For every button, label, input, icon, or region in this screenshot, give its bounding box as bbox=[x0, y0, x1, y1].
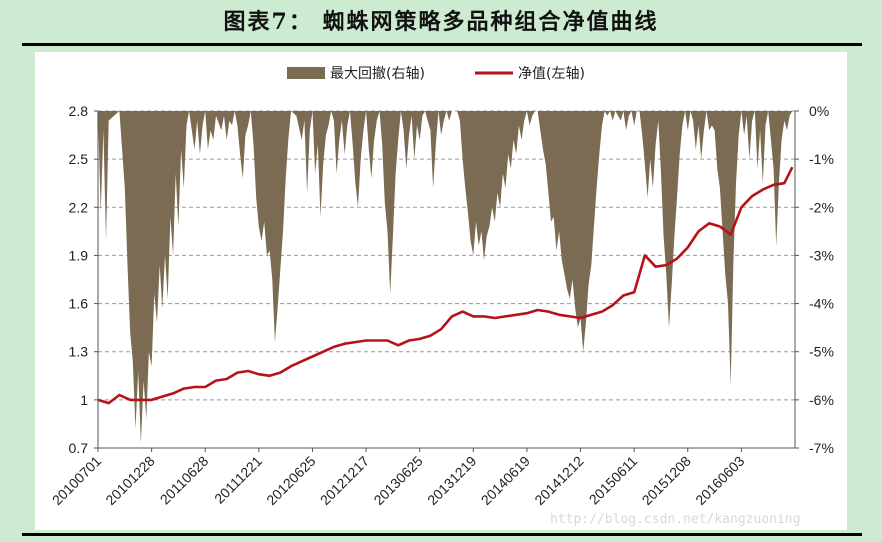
y-right-tick-label: -5% bbox=[809, 344, 834, 360]
y-right-tick-label: 0% bbox=[809, 103, 829, 119]
legend-label-nav: 净值(左轴) bbox=[518, 66, 585, 82]
y-right-tick-label: -6% bbox=[809, 392, 834, 408]
y-left-tick-label: 2.8 bbox=[69, 103, 89, 119]
y-right-tick-label: -1% bbox=[809, 151, 834, 167]
y-left-tick-label: 2.5 bbox=[69, 151, 89, 167]
chart-panel: 0.7 1 1.3 1.6 1.9 2.2 2.5 2.8 0% -1% -2% -3% -4% -5% -… bbox=[35, 52, 847, 530]
x-tick-label: 20101228 bbox=[102, 453, 158, 509]
x-tick-label: 20120625 bbox=[263, 453, 319, 509]
x-tick-label: 20131219 bbox=[424, 453, 480, 509]
y-left-tick-label: 0.7 bbox=[69, 440, 89, 456]
y-right-tick-label: -2% bbox=[809, 199, 834, 215]
legend-swatch-drawdown bbox=[287, 67, 325, 79]
x-tick-label: 20150611 bbox=[586, 453, 641, 508]
chart-svg: 0.7 1 1.3 1.6 1.9 2.2 2.5 2.8 0% -1% -2% -3% -4% -5% -… bbox=[49, 66, 834, 509]
watermark-text: http://blog.csdn.net/kangzuoning bbox=[550, 512, 801, 527]
title-divider bbox=[22, 43, 862, 46]
y-left-tick-label: 2.2 bbox=[69, 199, 89, 215]
x-tick-label: 20100701 bbox=[49, 453, 105, 509]
y-right-tick-label: -3% bbox=[809, 247, 834, 263]
x-tick-label: 20160603 bbox=[692, 453, 748, 509]
y-left-tick-label: 1.3 bbox=[69, 344, 89, 360]
y-right-tick-label: -7% bbox=[809, 440, 834, 456]
x-tick-label: 20111221 bbox=[211, 453, 265, 507]
y-right-tick-label: -4% bbox=[809, 296, 834, 312]
x-tick-label: 20141212 bbox=[531, 453, 587, 509]
legend-label-drawdown: 最大回撤(右轴) bbox=[330, 66, 425, 82]
y-left-tick-label: 1.6 bbox=[69, 296, 89, 312]
series-area-drawdown bbox=[98, 111, 793, 444]
y-left-tick-label: 1 bbox=[80, 392, 88, 408]
chart-title: 图表7： 蜘蛛网策略多品种组合净值曲线 bbox=[223, 9, 659, 35]
series-line-nav bbox=[97, 166, 794, 405]
x-tick-label: 20110628 bbox=[157, 453, 212, 508]
y-left-tick-label: 1.9 bbox=[69, 247, 89, 263]
x-tick-label: 20151208 bbox=[639, 453, 695, 509]
x-tick-label: 20130625 bbox=[370, 453, 426, 509]
x-tick-label: 20121217 bbox=[317, 453, 373, 509]
bottom-divider bbox=[22, 533, 862, 536]
x-tick-label: 20140619 bbox=[478, 453, 534, 509]
